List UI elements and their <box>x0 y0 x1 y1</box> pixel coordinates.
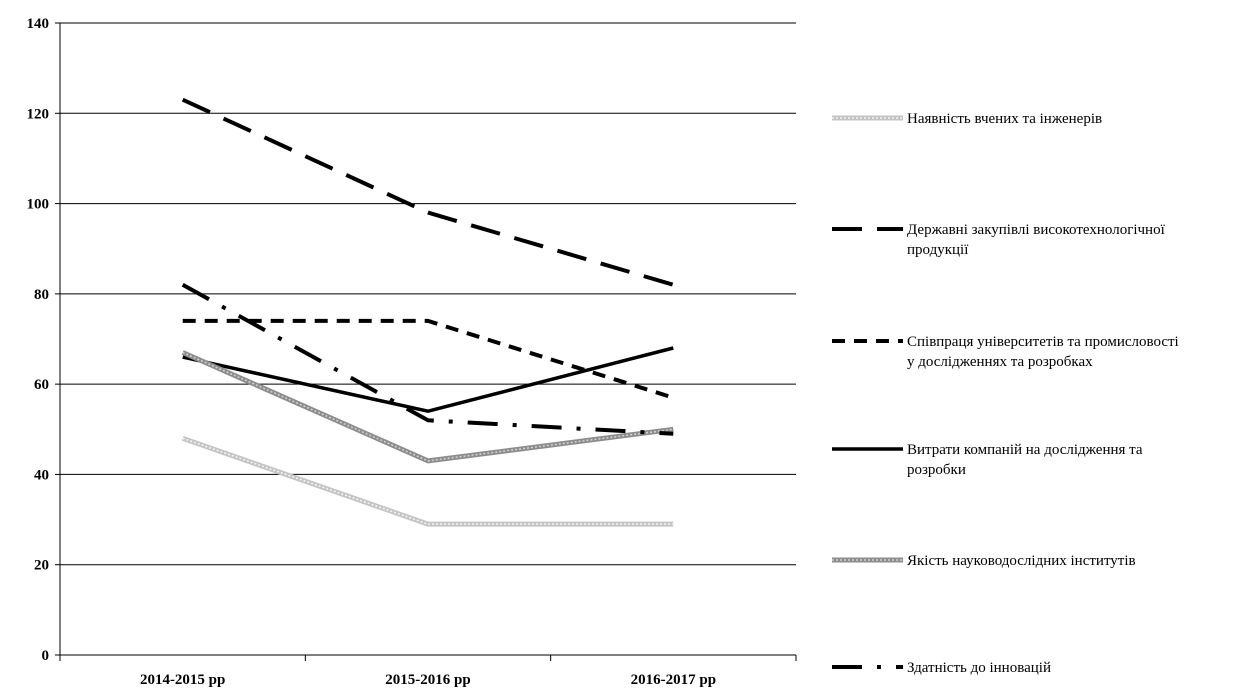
x-tick-label: 2016-2017 рр <box>631 672 716 688</box>
series-stroke <box>181 435 674 527</box>
legend-entry-5: Якість науководослідних інститутів <box>832 553 1136 569</box>
legend-label: розробки <box>907 462 966 478</box>
y-tick-label: 140 <box>27 16 50 32</box>
legend-entry-6: Здатність до інновацій <box>832 660 1051 676</box>
x-axis-tick-labels: 2014-2015 рр 2015-2016 рр 2016-2017 рр <box>140 672 716 688</box>
y-tick-label: 40 <box>34 467 49 483</box>
y-tick-label: 80 <box>34 287 49 303</box>
legend-entry-4: Витрати компаній на дослідження та розроб… <box>832 442 1143 478</box>
legend-entry-1: Наявність вчених та інженерів <box>832 111 1102 127</box>
legend-label: Якість науководослідних інститутів <box>907 553 1136 569</box>
y-tick-label: 60 <box>34 377 49 393</box>
legend-entry-2: Державні закупівлі високотехнологічної пр… <box>832 222 1166 258</box>
legend-label: Співпраця університетів та промисловості <box>907 334 1179 350</box>
legend-label: Державні закупівлі високотехнологічної <box>907 222 1166 238</box>
series-stroke <box>182 346 674 413</box>
y-axis-tick-labels: 0 20 40 60 80 100 120 140 <box>27 16 50 664</box>
series-stroke <box>182 351 674 462</box>
series-lines <box>181 97 674 527</box>
y-tick-label: 20 <box>34 558 49 574</box>
series-line-2 <box>181 97 674 287</box>
legend: Наявність вчених та інженерів Державні за… <box>832 111 1179 676</box>
legend-label: Витрати компаній на дослідження та <box>907 442 1143 458</box>
series-stroke <box>182 318 674 400</box>
legend-label: у дослідженнях та розробках <box>907 354 1093 370</box>
legend-label: Здатність до інновацій <box>907 660 1051 676</box>
series-stroke <box>182 437 674 525</box>
legend-label: продукції <box>907 242 969 258</box>
series-stroke <box>181 97 674 287</box>
y-tick-label: 0 <box>42 648 50 664</box>
series-line-6 <box>181 283 674 436</box>
axes <box>59 23 797 661</box>
y-tick-label: 120 <box>27 106 50 122</box>
x-tick-label: 2015-2016 рр <box>385 672 470 688</box>
series-line-3 <box>182 318 674 400</box>
series-stroke <box>181 283 674 436</box>
x-tick-label: 2014-2015 рр <box>140 672 225 688</box>
legend-entry-3: Співпраця університетів та промисловості… <box>832 334 1179 370</box>
series-line-1 <box>181 435 674 527</box>
series-line-5 <box>181 350 674 464</box>
series-line-4 <box>182 346 674 413</box>
grid-lines <box>55 22 796 656</box>
legend-label: Наявність вчених та інженерів <box>907 111 1102 127</box>
y-tick-label: 100 <box>27 197 50 213</box>
